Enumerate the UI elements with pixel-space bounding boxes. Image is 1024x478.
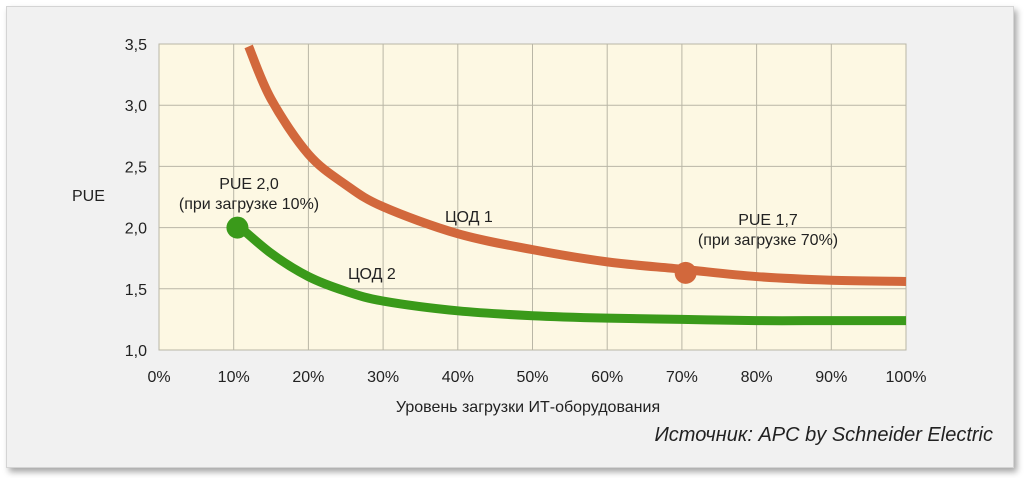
y-axis-ticks: 1,0 1,5 2,0 2,5 3,0 3,5 bbox=[125, 37, 147, 360]
highlight-point-1 bbox=[226, 216, 249, 239]
source-credit: Источник: APC by Schneider Electric bbox=[654, 424, 993, 446]
x-tick-label: 20% bbox=[292, 369, 324, 386]
series-label-dc1: ЦОД 1 bbox=[445, 209, 493, 226]
marker-layer bbox=[226, 216, 697, 284]
series-layer bbox=[230, 44, 907, 326]
annotation-pue-2-title: PUE 2,0 bbox=[219, 176, 279, 193]
x-tick-label: 30% bbox=[367, 369, 399, 386]
annotation-pue-2-note: (при загрузке 10%) bbox=[179, 196, 319, 213]
x-tick-label: 50% bbox=[516, 369, 548, 386]
annotation-pue-17-title: PUE 1,7 bbox=[738, 212, 798, 229]
x-tick-label: 40% bbox=[442, 369, 474, 386]
y-tick-label: 1,0 bbox=[125, 343, 147, 360]
series-label-dc2: ЦОД 2 bbox=[348, 266, 396, 283]
plot-border bbox=[158, 43, 907, 351]
series-line-2 bbox=[230, 218, 906, 326]
x-tick-label: 90% bbox=[815, 369, 847, 386]
y-tick-label: 3,0 bbox=[125, 98, 147, 115]
x-tick-label: 10% bbox=[218, 369, 250, 386]
x-axis-label: Уровень загрузки ИТ-оборудования bbox=[396, 399, 660, 416]
x-tick-label: 80% bbox=[741, 369, 773, 386]
y-tick-label: 1,5 bbox=[125, 282, 147, 299]
y-tick-label: 2,0 bbox=[125, 221, 147, 238]
y-tick-label: 3,5 bbox=[125, 37, 147, 54]
x-tick-label: 100% bbox=[886, 369, 927, 386]
highlight-point-2 bbox=[674, 261, 697, 284]
x-axis-ticks: 0% 10% 20% 30% 40% 50% 60% 70% 80% 90% 100% bbox=[147, 369, 926, 386]
series-line-1 bbox=[244, 44, 907, 286]
y-axis-label: PUE bbox=[72, 188, 105, 205]
annotation-pue-17-note: (при загрузке 70%) bbox=[698, 232, 838, 249]
x-tick-label: 70% bbox=[666, 369, 698, 386]
y-tick-label: 2,5 bbox=[125, 159, 147, 176]
x-tick-label: 0% bbox=[147, 369, 170, 386]
x-tick-label: 60% bbox=[591, 369, 623, 386]
